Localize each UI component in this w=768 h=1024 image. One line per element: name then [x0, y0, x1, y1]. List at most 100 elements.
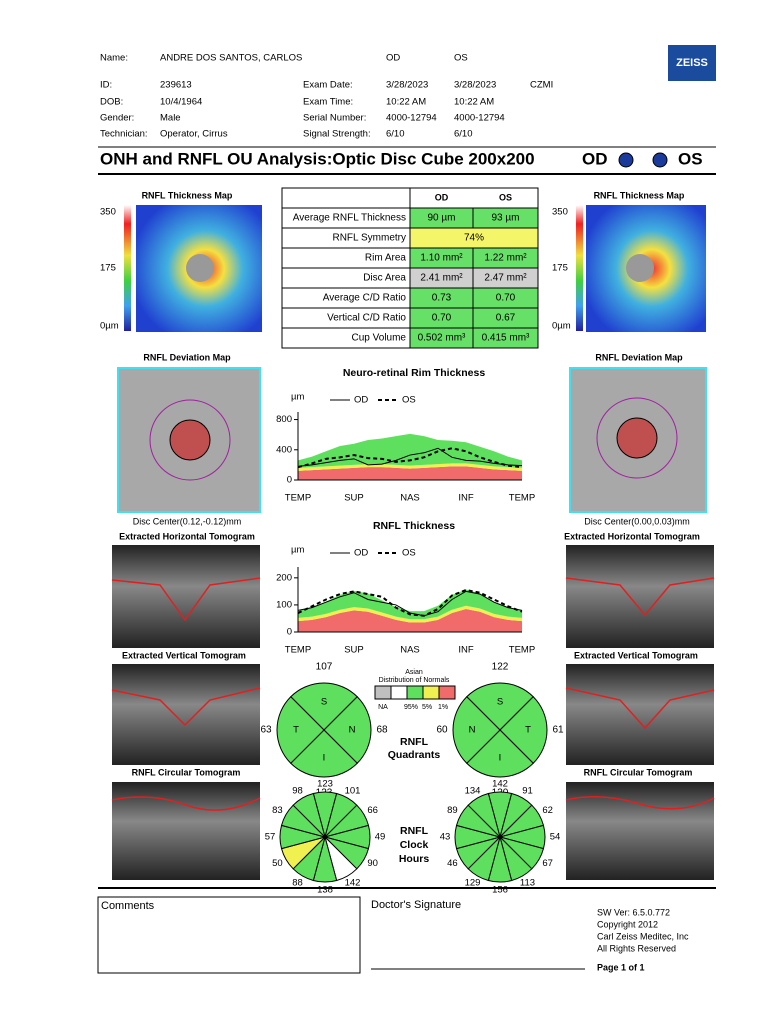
x-tick-label: TEMP — [285, 645, 311, 656]
tomo-title: RNFL Circular Tomogram — [584, 767, 693, 777]
quadrant-value: 122 — [492, 662, 509, 673]
header-field: 4000-12794 — [386, 113, 437, 124]
software-info: All Rights Reserved — [597, 943, 676, 953]
clock-value: 43 — [440, 832, 451, 843]
boundary — [111, 687, 261, 727]
legend-box — [390, 685, 408, 700]
header-field: Male — [160, 113, 181, 124]
header-field: OS — [454, 53, 468, 64]
clock-value: 54 — [550, 832, 561, 843]
header-field: 10:22 AM — [454, 97, 494, 108]
boundary — [565, 687, 715, 730]
normal-band — [298, 433, 522, 468]
quadrant-label: N — [469, 725, 476, 736]
header-field: Signal Strength: — [303, 129, 371, 140]
header-field: 3/28/2023 — [386, 80, 428, 91]
quadrant-sector — [466, 682, 534, 731]
clock-title: Clock — [400, 839, 429, 851]
tomogram — [112, 664, 260, 765]
signature-label: Doctor's Signature — [371, 899, 461, 911]
clock-value: 91 — [522, 786, 533, 797]
colorbar — [576, 205, 583, 331]
legend-label: OS — [402, 395, 416, 406]
row-label: Cup Volume — [352, 333, 407, 344]
legend-label: 1% — [438, 704, 448, 711]
clock-value: 113 — [520, 877, 535, 888]
boundary — [111, 577, 261, 622]
series-line — [297, 590, 523, 617]
clock-value: 88 — [292, 877, 303, 888]
legend-box — [406, 685, 424, 700]
quadrant-sector — [499, 696, 548, 764]
clock-value: 98 — [292, 786, 303, 797]
cell-value: 0.67 — [496, 313, 516, 324]
y-tick-label: 400 — [276, 444, 292, 455]
optic-disc — [616, 417, 658, 459]
legend-label: OS — [402, 548, 416, 559]
tomo-title: Extracted Horizontal Tomogram — [564, 531, 700, 541]
header-field: OD — [386, 53, 400, 64]
report-title: ONH and RNFL OU Analysis:Optic Disc Cube… — [100, 149, 535, 168]
eye-label: OD — [582, 149, 608, 168]
header-field: Exam Time: — [303, 97, 353, 108]
map-title: RNFL Deviation Map — [595, 352, 683, 362]
cell-value: 2.47 mm² — [484, 273, 527, 284]
boundary — [565, 796, 715, 810]
legend-label: 5% — [422, 704, 432, 711]
eye-label: OS — [678, 149, 703, 168]
cell-value: 0.70 — [432, 313, 452, 324]
quadrant-title: RNFL — [400, 736, 429, 748]
y-tick-label: 800 — [276, 414, 292, 425]
legend-title: Distribution of Normals — [379, 677, 450, 684]
legend-box — [422, 685, 440, 700]
quadrant-label: S — [321, 697, 327, 708]
header-field: DOB: — [100, 97, 123, 108]
quadrant-label: S — [497, 697, 503, 708]
clock-value: 50 — [272, 858, 283, 869]
row-label: RNFL Symmetry — [332, 233, 406, 244]
clock-value: 134 — [465, 786, 481, 797]
header-field: Serial Number: — [303, 113, 366, 124]
optic-disc — [186, 254, 214, 282]
x-tick-label: NAS — [400, 645, 420, 656]
boundary — [111, 796, 261, 811]
normal-band — [298, 605, 522, 623]
cell-value: 0.70 — [496, 293, 516, 304]
header-field: Operator, Cirrus — [160, 129, 228, 140]
row-label: Disc Area — [363, 273, 406, 284]
x-tick-label: INF — [458, 493, 474, 504]
x-tick-label: TEMP — [285, 493, 311, 504]
quadrant-value: 68 — [376, 725, 388, 736]
quadrant-sector — [290, 729, 358, 778]
header-field: 10/4/1964 — [160, 97, 202, 108]
cell-value: 90 µm — [428, 213, 456, 224]
quadrant-label: T — [293, 725, 299, 736]
legend-title: Asian — [405, 669, 423, 676]
cell-bg — [472, 327, 539, 349]
tomo-title: RNFL Circular Tomogram — [132, 767, 241, 777]
charts: Neuro-retinal Rim Thickness µm OD OS 0 400 800… — [276, 367, 535, 656]
normal-band — [298, 466, 522, 480]
header: Name: ANDRE DOS SANTOS, CARLOS OD OS ID: 2396… — [100, 53, 553, 140]
y-tick-label: 0 — [287, 627, 292, 638]
cell-value: 74% — [464, 233, 484, 244]
boundary — [565, 577, 715, 617]
optic-disc — [626, 254, 654, 282]
header-field: 4000-12794 — [454, 113, 505, 124]
clock-sector — [467, 792, 501, 839]
scale-label: 350 — [100, 207, 116, 218]
legend-label: OD — [354, 548, 368, 559]
scale-label: 175 — [100, 263, 116, 274]
scan-circle — [149, 399, 231, 481]
quadrant-label: I — [499, 753, 502, 764]
clock-value: 156 — [492, 885, 508, 896]
map-title: RNFL Thickness Map — [594, 190, 685, 200]
legend-label: OD — [354, 395, 368, 406]
series-line — [297, 447, 523, 469]
map-title: RNFL Thickness Map — [142, 190, 233, 200]
legend-label: 95% — [404, 704, 418, 711]
normal-band — [298, 608, 522, 632]
quadrant-value: 63 — [260, 725, 272, 736]
normal-band — [298, 589, 522, 620]
quadrant-value: 61 — [552, 725, 564, 736]
